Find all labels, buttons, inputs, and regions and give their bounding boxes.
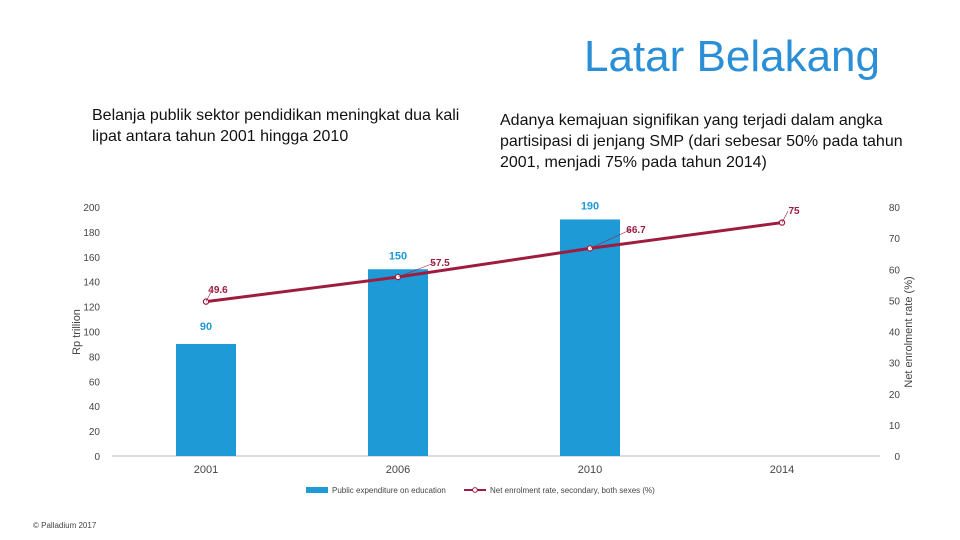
right-axis-tick-label: 30: [889, 359, 901, 370]
x-axis-tick-label: 2010: [578, 464, 602, 476]
expenditure-bar: [368, 269, 428, 456]
right-axis-tick-label: 40: [889, 328, 901, 339]
right-axis-tick-label: 50: [889, 296, 901, 307]
left-axis-tick-label: 0: [94, 452, 100, 463]
left-axis-tick-label: 120: [83, 303, 100, 314]
x-axis-tick-label: 2001: [194, 464, 218, 476]
left-axis-tick-label: 140: [83, 278, 100, 289]
left-axis-tick-label: 60: [89, 377, 101, 388]
expenditure-bar: [560, 219, 620, 456]
copyright-note: © Palladium 2017: [33, 521, 97, 530]
left-axis-tick-label: 80: [89, 352, 101, 363]
enrolment-rate-label: 66.7: [626, 225, 646, 236]
left-axis-tick-label: 180: [83, 228, 100, 239]
enrolment-label-leader: [205, 289, 213, 302]
expenditure-bar-label: 190: [581, 200, 599, 212]
left-axis-tick-label: 200: [83, 203, 100, 214]
expenditure-bar: [176, 343, 236, 456]
left-axis-title: Rp trillion: [71, 309, 83, 355]
enrolment-label-leader: [397, 262, 435, 278]
x-axis-tick-label: 2014: [770, 464, 794, 476]
right-axis-tick-label: 0: [894, 452, 900, 463]
enrolment-rate-label: 75: [788, 206, 800, 217]
right-axis-tick-label: 10: [889, 421, 901, 432]
x-axis-tick-label: 2006: [386, 464, 410, 476]
left-axis-tick-label: 40: [89, 402, 101, 413]
left-axis-tick-label: 20: [89, 427, 101, 438]
enrolment-rate-line: [205, 221, 783, 304]
right-axis-tick-label: 20: [889, 390, 901, 401]
enrolment-label-leader: [589, 229, 631, 249]
enrolment-statement: Adanya kemajuan signifikan yang terjadi …: [500, 112, 903, 171]
legend-label-expenditure: Public expenditure on education: [332, 486, 446, 495]
expenditure-statement: Belanja publik sektor pendidikan meningk…: [92, 107, 460, 145]
right-axis-title: Net enrolment rate (%): [903, 276, 915, 387]
enrolment-rate-label: 49.6: [208, 285, 228, 296]
legend-label-enrolment: Net enrolment rate, secondary, both sexe…: [490, 486, 655, 495]
left-axis-tick-label: 160: [83, 253, 100, 264]
expenditure-bar-label: 90: [200, 321, 212, 333]
slide-title: Latar Belakang: [584, 32, 880, 81]
right-axis-tick-label: 80: [889, 203, 901, 214]
legend-marker-enrolment: [472, 487, 478, 493]
expenditure-bar-label: 150: [389, 250, 407, 262]
left-axis-tick-label: 100: [83, 328, 100, 339]
right-axis-tick-label: 70: [889, 234, 901, 245]
legend-swatch-expenditure: [306, 487, 328, 493]
enrolment-label-leader: [781, 210, 789, 223]
right-axis-tick-label: 60: [889, 265, 901, 276]
enrolment-rate-label: 57.5: [430, 258, 450, 269]
